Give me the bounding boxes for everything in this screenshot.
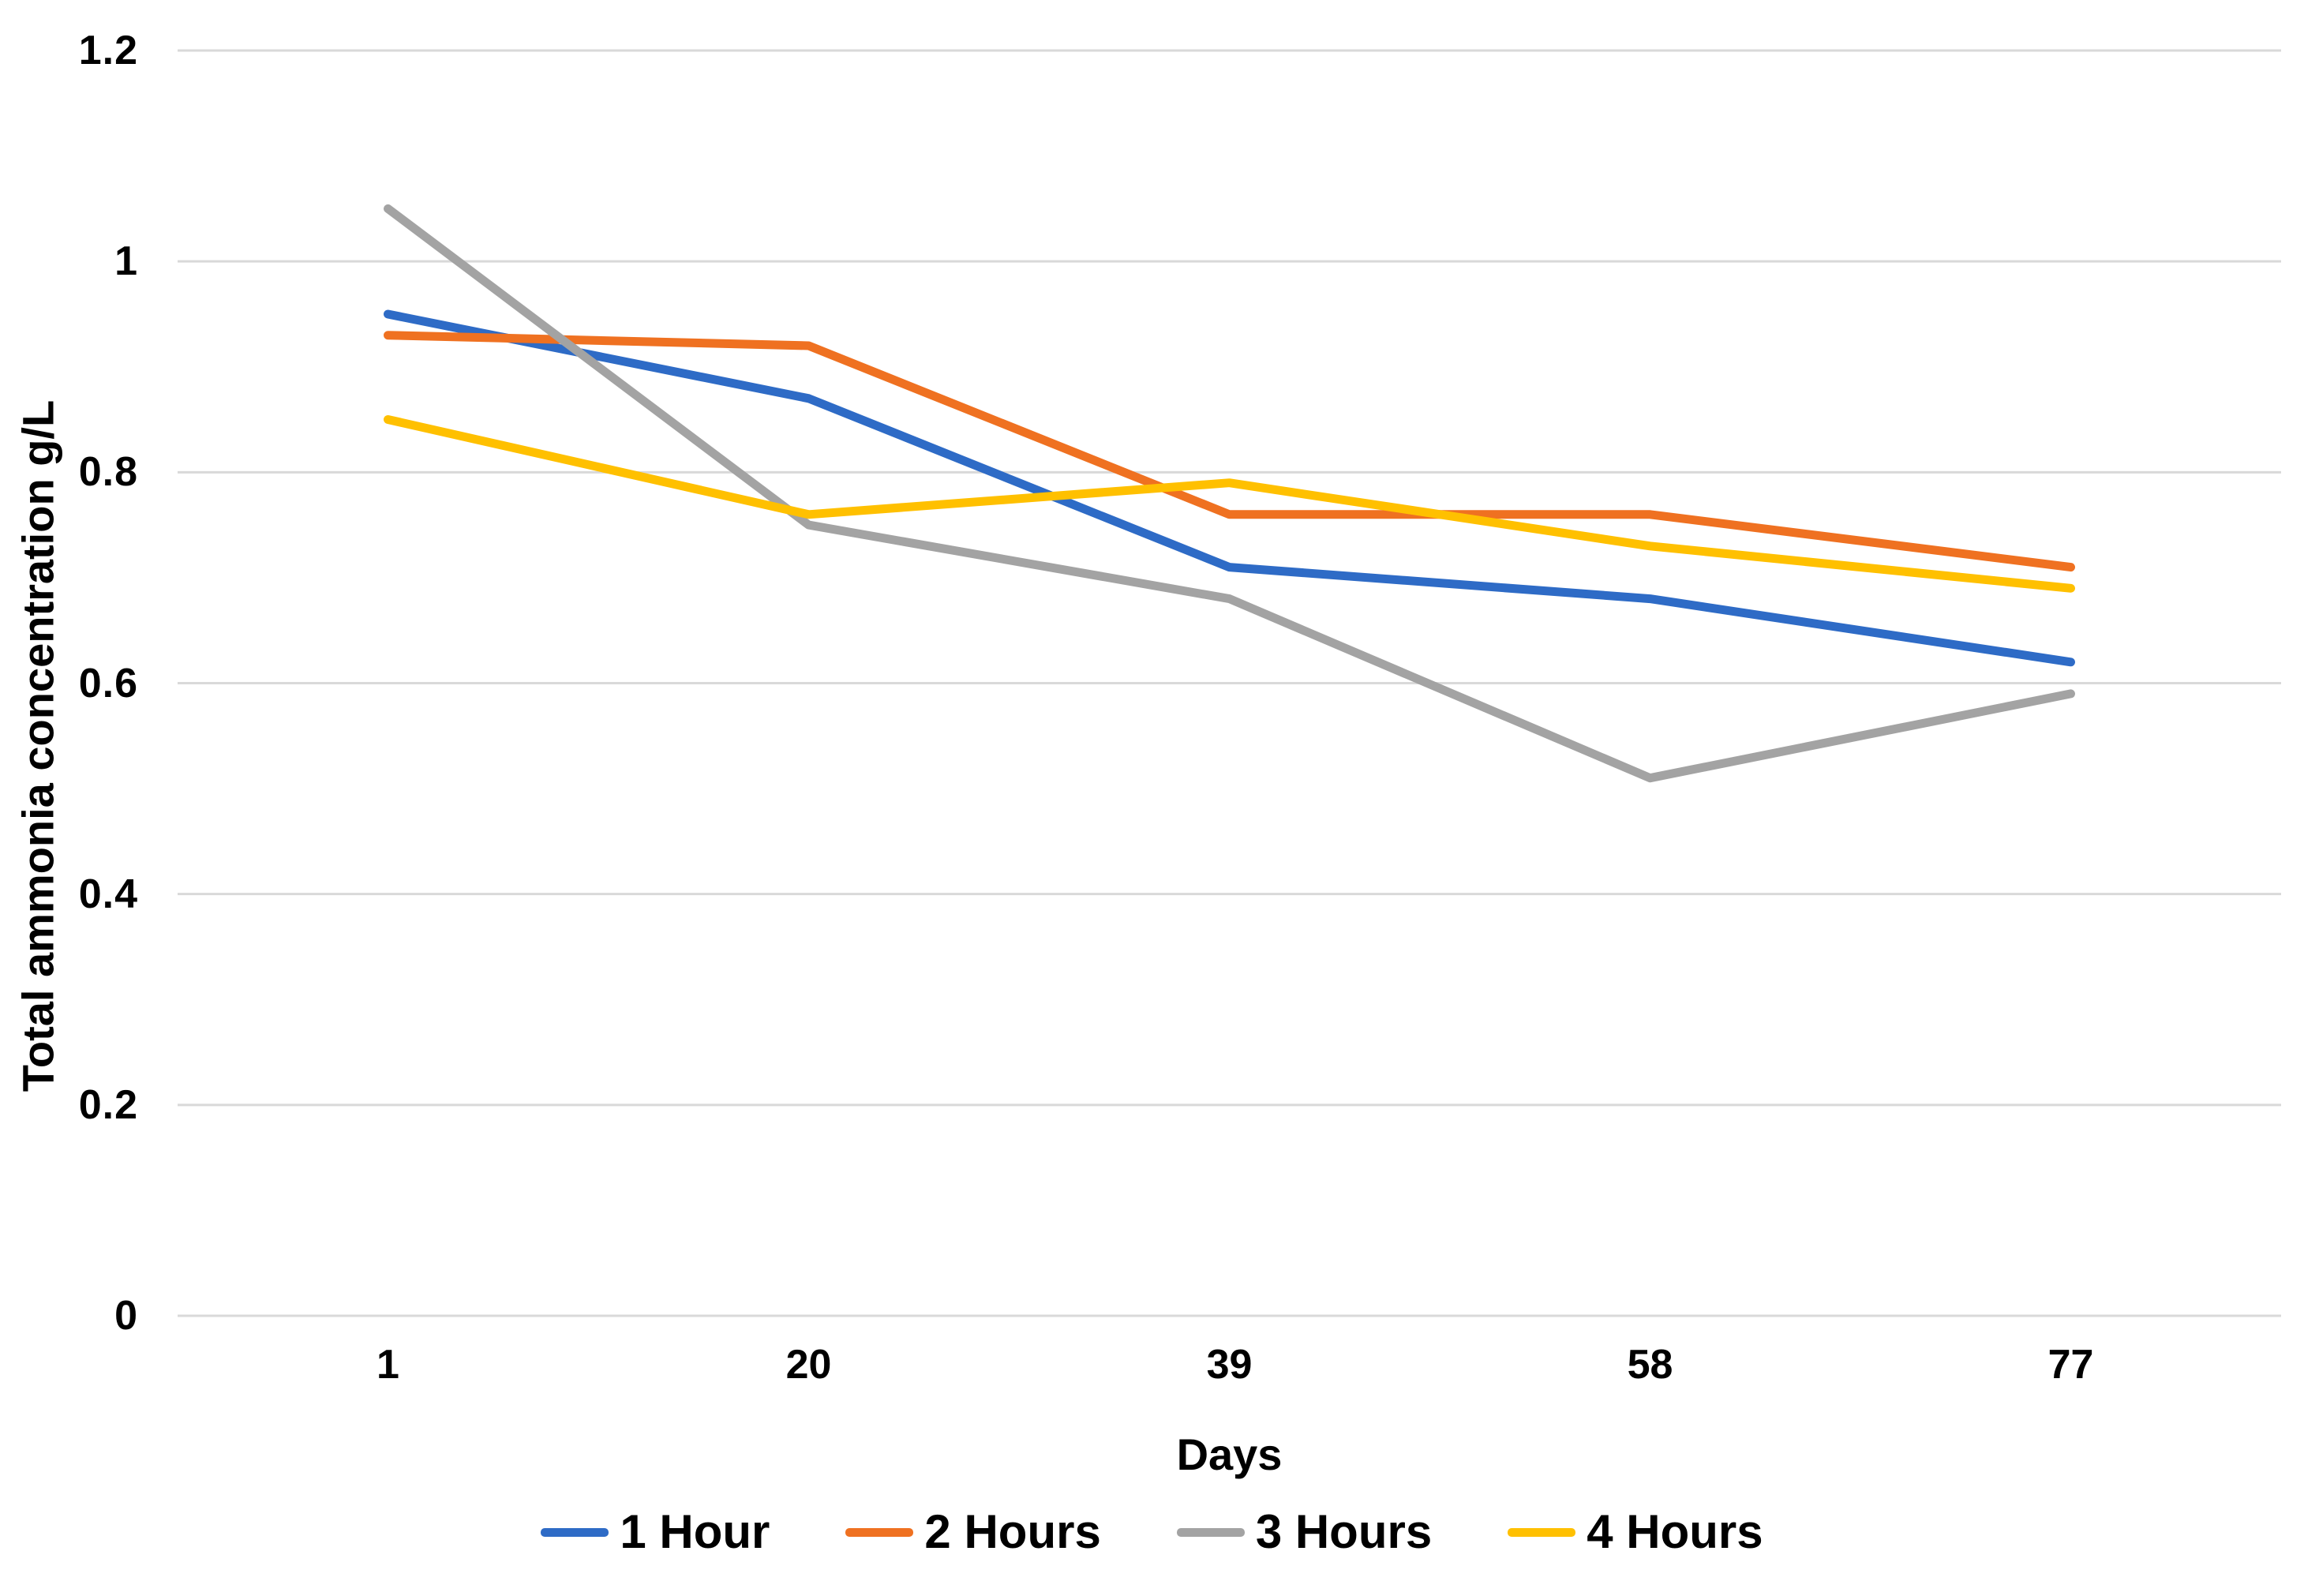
legend-label-2-hours: 2 Hours bbox=[924, 1505, 1101, 1558]
y-tick-label-0: 0 bbox=[114, 1293, 138, 1339]
y-tick-label-1.2: 1.2 bbox=[78, 28, 138, 73]
x-tick-label-39: 39 bbox=[1206, 1342, 1253, 1388]
x-axis-title: Days bbox=[1176, 1429, 1283, 1479]
legend-label-3-hours: 3 Hours bbox=[1255, 1505, 1433, 1558]
y-tick-label-1: 1 bbox=[114, 238, 138, 285]
legend-item-4-hours: 4 Hours bbox=[1508, 1504, 1763, 1560]
series-line-1-hour bbox=[384, 309, 2075, 667]
x-tick-label-1: 1 bbox=[377, 1342, 399, 1388]
y-tick-label-0.8: 0.8 bbox=[78, 449, 138, 496]
legend-item-1-hour: 1 Hour bbox=[541, 1504, 770, 1560]
legend-swatch-1-hour bbox=[541, 1527, 609, 1537]
y-axis-title: Total ammonia concentration g/L bbox=[13, 399, 63, 1092]
series-line-3-hours bbox=[384, 204, 2075, 783]
y-tick-label-0.4: 0.4 bbox=[78, 871, 138, 917]
legend-item-2-hours: 2 Hours bbox=[845, 1504, 1101, 1560]
x-tick-label-20: 20 bbox=[785, 1342, 832, 1388]
y-tick-label-0.6: 0.6 bbox=[78, 660, 138, 706]
legend-label-1-hour: 1 Hour bbox=[620, 1505, 770, 1558]
legend-label-4-hours: 4 Hours bbox=[1587, 1505, 1763, 1558]
chart-legend: 1 Hour 2 Hours 3 Hours 4 Hours bbox=[0, 1504, 2304, 1560]
legend-swatch-4-hours bbox=[1508, 1527, 1576, 1537]
y-tick-label-0.2: 0.2 bbox=[78, 1081, 138, 1128]
x-tick-label-77: 77 bbox=[2047, 1342, 2094, 1388]
legend-swatch-2-hours bbox=[845, 1527, 914, 1537]
legend-item-3-hours: 3 Hours bbox=[1176, 1504, 1433, 1560]
x-tick-label-58: 58 bbox=[1627, 1342, 1673, 1388]
series-line-2-hours bbox=[384, 331, 2075, 572]
series-line-4-hours bbox=[384, 415, 2075, 593]
chart-canvas bbox=[178, 49, 2281, 1317]
legend-swatch-3-hours bbox=[1176, 1527, 1245, 1537]
